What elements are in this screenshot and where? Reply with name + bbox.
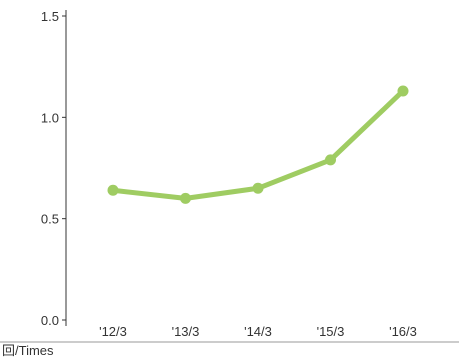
data-point <box>180 192 191 204</box>
data-point <box>397 85 409 97</box>
y-tick-label: 1.5 <box>41 9 59 24</box>
x-tick-label: '14/3 <box>244 324 272 339</box>
x-tick-label: '15/3 <box>317 324 345 339</box>
x-axis-labels: '12/3 '13/3 '14/3 '15/3 '16/3 <box>99 324 417 339</box>
x-tick-label: '16/3 <box>389 324 417 339</box>
x-tick-label: '13/3 <box>172 324 200 339</box>
data-point <box>252 182 264 194</box>
data-series <box>107 85 409 204</box>
data-point <box>325 154 336 166</box>
y-axis: 0.0 0.5 1.0 1.5 <box>41 9 67 328</box>
unit-label: 回/Times <box>2 343 54 358</box>
series-line <box>110 88 406 201</box>
y-tick-label: 0.0 <box>41 313 59 328</box>
x-tick-label: '12/3 <box>99 324 127 339</box>
y-tick-label: 0.5 <box>41 212 59 227</box>
y-tick-label: 1.0 <box>41 110 59 125</box>
data-point <box>107 184 119 196</box>
